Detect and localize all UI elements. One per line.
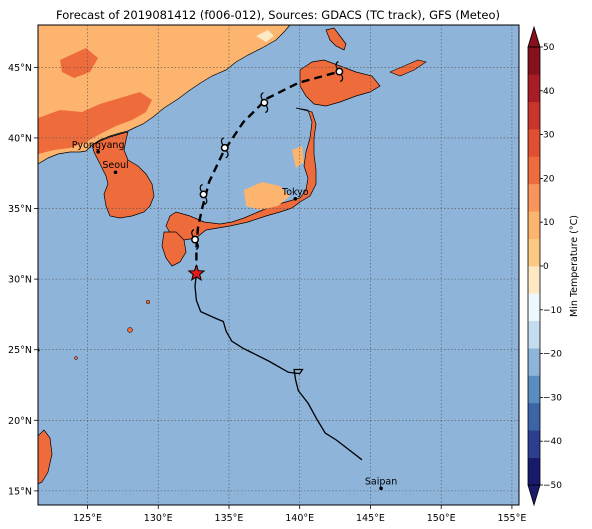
colorbar-tick-label: −20 — [543, 350, 562, 360]
x-tick-label: 125°E — [73, 513, 102, 524]
cyclone-symbol-icon — [191, 235, 199, 244]
graticule — [38, 25, 519, 505]
cyclone-arm — [225, 150, 229, 159]
city-labels: Pyongyang Seoul Tokyo Saipan — [72, 140, 397, 491]
x-tick-label: 155°E — [497, 513, 526, 524]
land-warm-patch-japan — [244, 182, 290, 210]
y-tick-label: 40°N — [8, 133, 32, 144]
cyclone-arm — [265, 105, 269, 114]
city-marker — [113, 170, 118, 175]
cyclone-arm — [335, 61, 339, 69]
colorbar-label: Min Temperature (°C) — [569, 215, 580, 317]
colorbar-tick-label: 30 — [543, 131, 555, 141]
colorbar-segment — [528, 129, 540, 157]
y-tick-label: 15°N — [8, 486, 32, 497]
x-tick-label: 150°E — [427, 513, 456, 524]
land-cool-patch — [256, 30, 274, 42]
colorbar-tick-label: 50 — [543, 43, 555, 53]
island — [145, 299, 151, 305]
cyclone-symbol-icon — [199, 190, 208, 199]
city-label: Seoul — [102, 160, 128, 171]
colorbar-tick-label: −40 — [543, 437, 562, 447]
cyclone-arm — [340, 74, 344, 83]
colorbar-max-arrow — [527, 25, 541, 48]
cyclone-symbol-icon — [260, 98, 269, 107]
land-warm-patch-japan — [292, 146, 304, 168]
colorbar-tick-label: 20 — [543, 174, 555, 184]
colorbar-segment — [528, 320, 540, 349]
colorbar-tick-label: 0 — [543, 262, 549, 272]
city-marker — [379, 486, 383, 491]
current-position-star-icon — [187, 264, 206, 282]
colorbar-segment — [528, 238, 540, 267]
land-honshu — [165, 107, 317, 241]
y-tick-label: 20°N — [8, 416, 32, 427]
colorbar-tick-label: −30 — [543, 393, 562, 403]
colorbar-segment — [528, 430, 540, 458]
colorbar-segment — [528, 348, 540, 376]
cyclone-arm — [204, 197, 208, 205]
cyclone-symbol-icon — [335, 67, 344, 76]
colorbar-segment — [528, 74, 540, 103]
colorbar-segment — [528, 266, 540, 294]
axis-ticks: 125°E 130°E 135°E 140°E 145°E 150°E 155°E 15°N 2… — [8, 63, 526, 524]
city-marker — [293, 196, 298, 201]
x-tick-label: 135°E — [215, 513, 244, 524]
cyclone-arm — [199, 183, 203, 192]
land-hokkaido — [299, 59, 381, 107]
y-tick-label: 35°N — [8, 204, 32, 215]
colorbar-tick-label: −50 — [543, 481, 562, 491]
colorbar-segment — [528, 156, 540, 185]
colorbar-segment — [528, 293, 540, 322]
y-tick-label: 25°N — [8, 345, 32, 356]
colorbar: −50 −40 −30 −20 −10 0 10 20 30 40 50 Min Temperatur… — [527, 25, 580, 507]
colorbar-segment — [528, 101, 540, 130]
land-taiwan — [38, 429, 53, 485]
land-sakhalin — [325, 27, 347, 51]
colorbar-segment — [528, 47, 540, 75]
cyclone-symbol-icon — [220, 143, 229, 152]
land-warm-patch — [60, 48, 98, 78]
city-label: Tokyo — [281, 187, 309, 198]
x-tick-label: 130°E — [144, 513, 173, 524]
colorbar-tick-label: 10 — [543, 218, 555, 228]
land-warm-patch — [38, 92, 152, 154]
island — [127, 327, 133, 333]
city-marker — [96, 149, 100, 154]
land-kurils — [389, 59, 427, 77]
cyclone-arm — [220, 137, 225, 146]
colorbar-segment — [528, 375, 540, 404]
x-tick-label: 145°E — [356, 513, 385, 524]
y-tick-label: 30°N — [8, 275, 32, 286]
colorbar-segment — [528, 183, 540, 212]
island — [74, 356, 78, 360]
colorbar-tick-label: −10 — [543, 306, 562, 316]
storm-track — [187, 61, 363, 461]
colorbar-segment — [528, 211, 540, 239]
cyclone-arm — [260, 92, 264, 100]
figure-title: Forecast of 2019081412 (f006-012), Sourc… — [56, 8, 500, 22]
map-frame — [37, 24, 520, 506]
map-panel: Pyongyang Seoul Tokyo Saipan 125°E 130°E 135°… — [8, 24, 526, 524]
x-tick-label: 140°E — [285, 513, 314, 524]
track-forecast-line — [195, 70, 340, 274]
track-observed-line — [194, 273, 363, 461]
land-korea — [91, 131, 155, 219]
cyclone-arm — [195, 242, 199, 251]
land-kyushu — [161, 231, 187, 267]
city-label: Saipan — [365, 476, 397, 487]
colorbar-tick-label: 40 — [543, 87, 555, 97]
colorbar-segment — [528, 457, 540, 486]
city-label: Pyongyang — [72, 140, 125, 151]
cyclone-arm — [191, 229, 195, 237]
y-tick-label: 45°N — [8, 63, 32, 74]
colorbar-segment — [528, 402, 540, 431]
colorbar-min-arrow — [527, 484, 541, 507]
